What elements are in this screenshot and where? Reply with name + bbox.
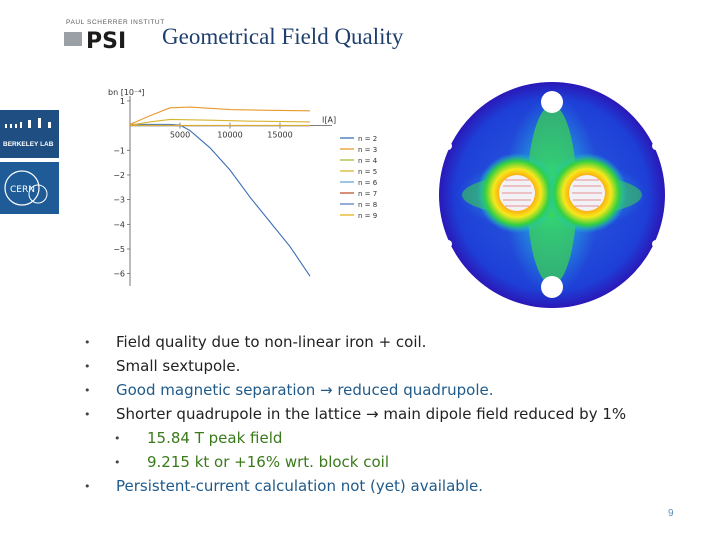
bottom-hole: [541, 276, 563, 298]
berkeley-lab-logo: [0, 110, 59, 158]
legend-label-5: n = 7: [358, 190, 377, 198]
y-tick-label: −4: [113, 220, 125, 229]
y-axis-label: bn [10⁻⁴]: [108, 88, 145, 97]
series-line-1: [129, 106, 311, 125]
y-tick-label: 1: [120, 97, 125, 106]
page-number: 9: [668, 508, 674, 519]
psi-logo-caption: PAUL SCHERRER INSTITUT: [66, 19, 165, 26]
x-tick-label: 15000: [267, 131, 292, 140]
field-quality-chart: bn [10⁻⁴] I[A] 1 −1 −2 −3 −4 −5 −6 5000 10000 15000…: [108, 88, 378, 286]
berkeley-lab-text: BERKELEY LAB: [3, 141, 54, 148]
y-tick-label: −6: [113, 270, 125, 279]
legend-label-7: n = 9: [358, 212, 377, 220]
berkeley-lab-emblem-icon: [5, 118, 51, 128]
legend-label-0: n = 2: [358, 135, 377, 143]
cern-logo: CERN: [0, 162, 59, 214]
slide-title: Geometrical Field Quality: [162, 24, 404, 49]
bullet-text: 15.84 T peak field: [147, 429, 283, 447]
bullet-dot: •: [84, 336, 91, 349]
cern-emblem-icon: CERN: [4, 170, 48, 206]
legend-label-6: n = 8: [358, 201, 377, 209]
bullet-text: 9.215 kt or +16% wrt. block coil: [147, 453, 390, 471]
y-tick-label: −1: [113, 146, 125, 155]
psi-logo-text: PSI: [86, 29, 126, 54]
legend-label-3: n = 5: [358, 168, 377, 176]
bullet-dot: •: [114, 432, 121, 445]
x-tick-label: 10000: [217, 131, 242, 140]
bullet-dot: •: [114, 456, 121, 469]
cern-logo-text: CERN: [10, 185, 35, 195]
bullet-text: Good magnetic separation → reduced quadr…: [116, 381, 494, 399]
bullet-text: Small sextupole.: [116, 357, 241, 375]
psi-logo: PSI: [64, 28, 144, 54]
legend-label-2: n = 4: [358, 157, 378, 165]
series-line-0: [130, 123, 311, 277]
y-tick-label: −3: [113, 196, 125, 205]
bullet-dot: •: [84, 480, 91, 493]
bullet-text: Field quality due to non-linear iron + c…: [116, 333, 427, 351]
x-tick-label: 5000: [170, 131, 190, 140]
legend-label-4: n = 6: [358, 179, 378, 187]
x-axis-label: I[A]: [322, 116, 336, 125]
field-map-illustration: [439, 82, 665, 308]
y-tick-label: −5: [113, 245, 125, 254]
y-tick-label: −2: [113, 171, 125, 180]
bullet-dot: •: [84, 360, 91, 373]
top-hole: [541, 91, 563, 113]
bullet-dot: •: [84, 408, 91, 421]
series-line-3: [129, 118, 311, 126]
legend-label-1: n = 3: [358, 146, 377, 154]
bullet-dot: •: [84, 384, 91, 397]
bullet-text: Persistent-current calculation not (yet)…: [116, 477, 483, 495]
bullet-text: Shorter quadrupole in the lattice → main…: [116, 405, 627, 423]
